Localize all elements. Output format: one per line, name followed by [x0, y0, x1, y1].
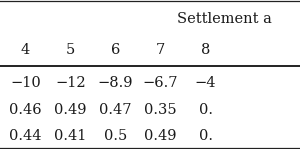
Text: 8: 8 [201, 43, 210, 57]
Text: 0.: 0. [199, 103, 212, 117]
Text: 0.49: 0.49 [144, 129, 177, 143]
Text: 0.: 0. [199, 129, 212, 143]
Text: 0.49: 0.49 [54, 103, 87, 117]
Text: −4: −4 [195, 76, 216, 90]
Text: −8.9: −8.9 [98, 76, 133, 90]
Text: 0.5: 0.5 [104, 129, 127, 143]
Text: 0.35: 0.35 [144, 103, 177, 117]
Text: 0.44: 0.44 [9, 129, 42, 143]
Text: 0.47: 0.47 [99, 103, 132, 117]
Text: −6.7: −6.7 [143, 76, 178, 90]
Text: −12: −12 [55, 76, 86, 90]
Text: 7: 7 [156, 43, 165, 57]
Text: 0.41: 0.41 [54, 129, 87, 143]
Text: −10: −10 [10, 76, 41, 90]
Text: 5: 5 [66, 43, 75, 57]
Text: 0.46: 0.46 [9, 103, 42, 117]
Text: Settlement a: Settlement a [177, 12, 272, 26]
Text: 6: 6 [111, 43, 120, 57]
Text: 4: 4 [21, 43, 30, 57]
